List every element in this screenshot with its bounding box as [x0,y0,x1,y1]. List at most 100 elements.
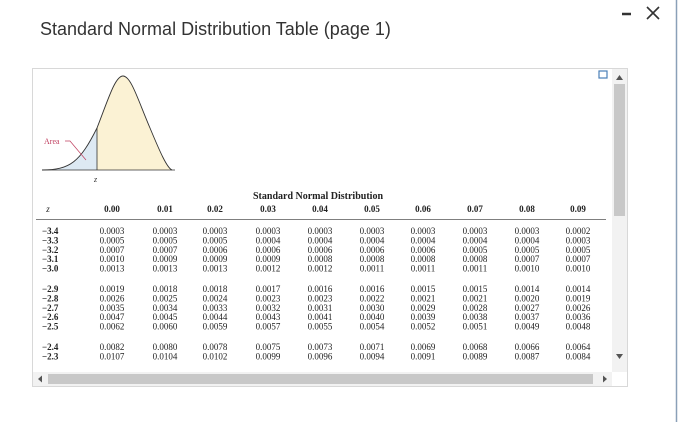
cell: 0.0047 [100,312,125,322]
cell: 0.0006 [256,245,281,255]
cell: 0.0025 [153,293,178,303]
z-label: z [93,175,98,184]
cell: 0.0004 [515,235,540,245]
cell: 0.0057 [256,322,281,332]
cell: 0.0044 [203,312,228,322]
cell: 0.0002 [566,226,591,236]
row-z: −3.2 [42,245,59,255]
cell: 0.0102 [203,351,228,361]
cell: 0.0007 [153,245,178,255]
cell: 0.0068 [463,342,488,352]
cell: 0.0028 [463,303,488,313]
cell: 0.0003 [256,226,281,236]
row-z: −3.0 [42,264,59,274]
cell: 0.0014 [566,284,591,294]
cell: 0.0003 [463,226,488,236]
cell: 0.0005 [515,245,540,255]
cell: 0.0062 [100,322,125,332]
area-pointer [65,140,87,161]
cell: 0.0007 [566,254,591,264]
row-z: −2.6 [42,312,59,322]
dialog-title: Standard Normal Distribution Table (page… [40,19,391,39]
cell: 0.0006 [411,245,436,255]
column-header: 0.01 [157,204,173,214]
close-button[interactable] [644,4,662,22]
column-header: 0.02 [207,204,223,214]
cell: 0.0031 [308,303,333,313]
cell: 0.0023 [308,293,333,303]
cell: 0.0036 [566,312,591,322]
cell: 0.0004 [308,235,333,245]
cell: 0.0006 [308,245,333,255]
cell: 0.0022 [360,293,385,303]
cell: 0.0055 [308,322,333,332]
cell: 0.0054 [360,322,385,332]
cell: 0.0078 [203,342,228,352]
cell: 0.0019 [100,284,125,294]
column-header: 0.07 [467,204,483,214]
vertical-scrollbar[interactable] [598,69,627,372]
cell: 0.0026 [100,293,125,303]
cell: 0.0005 [153,235,178,245]
cell: 0.0015 [463,284,488,294]
cell: 0.0049 [515,322,540,332]
column-header: 0.08 [519,204,535,214]
row-z: −3.1 [42,254,59,264]
cell: 0.0010 [566,264,591,274]
cell: 0.0011 [360,264,384,274]
cell: 0.0003 [515,226,540,236]
column-header: 0.05 [364,204,380,214]
area-label: Area [44,137,60,146]
table-caption: Standard Normal Distribution [253,191,383,202]
cell: 0.0013 [203,264,228,274]
cell: 0.0039 [411,312,436,322]
cell: 0.0009 [153,254,178,264]
cell: 0.0005 [463,245,488,255]
cell: 0.0027 [515,303,540,313]
cell: 0.0007 [100,245,125,255]
cell: 0.0010 [100,254,125,264]
cell: 0.0020 [515,293,540,303]
cell: 0.0006 [360,245,385,255]
cell: 0.0005 [100,235,125,245]
cell: 0.0089 [463,351,488,361]
unshaded-area [97,76,172,170]
cell: 0.0026 [566,303,591,313]
cell: 0.0082 [100,342,125,352]
cell: 0.0033 [203,303,228,313]
cell: 0.0004 [463,235,488,245]
cell: 0.0073 [308,342,333,352]
cell: 0.0015 [411,284,436,294]
cell: 0.0008 [308,254,333,264]
cell: 0.0059 [203,322,228,332]
cell: 0.0008 [463,254,488,264]
cell: 0.0029 [411,303,436,313]
cell: 0.0096 [308,351,333,361]
cell: 0.0007 [515,254,540,264]
cell: 0.0016 [308,284,333,294]
cell: 0.0018 [153,284,178,294]
cell: 0.0010 [515,264,540,274]
cell: 0.0023 [256,293,281,303]
cell: 0.0003 [411,226,436,236]
z-header: z [45,204,50,214]
cell: 0.0035 [100,303,125,313]
cell: 0.0071 [360,342,385,352]
cell: 0.0008 [360,254,385,264]
shaded-area [42,128,97,170]
cell: 0.0051 [463,322,488,332]
cell: 0.0006 [203,245,228,255]
minimize-button[interactable] [620,6,634,20]
cell: 0.0012 [256,264,281,274]
cell: 0.0003 [203,226,228,236]
row-z: −2.9 [42,284,59,294]
cell: 0.0003 [100,226,125,236]
cell: 0.0024 [203,293,228,303]
cell: 0.0032 [256,303,281,313]
cell: 0.0013 [153,264,178,274]
cell: 0.0084 [566,351,591,361]
horizontal-scrollbar[interactable] [33,372,612,386]
cell: 0.0064 [566,342,591,352]
cell: 0.0099 [256,351,281,361]
